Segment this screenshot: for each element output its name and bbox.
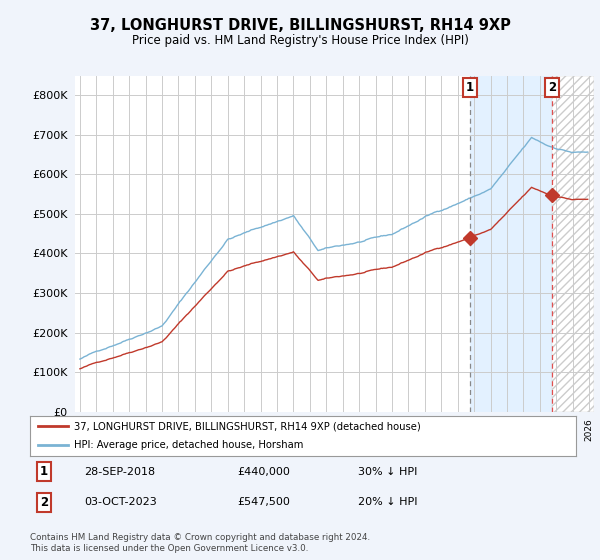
Bar [552,76,594,412]
Text: 1: 1 [40,465,48,478]
Text: £547,500: £547,500 [238,497,290,507]
Text: 37, LONGHURST DRIVE, BILLINGSHURST, RH14 9XP: 37, LONGHURST DRIVE, BILLINGSHURST, RH14… [89,18,511,32]
Text: 2: 2 [40,496,48,508]
Text: HPI: Average price, detached house, Horsham: HPI: Average price, detached house, Hors… [74,440,303,450]
Text: Contains HM Land Registry data © Crown copyright and database right 2024.
This d: Contains HM Land Registry data © Crown c… [30,534,370,553]
Bar [470,76,552,412]
Text: 30% ↓ HPI: 30% ↓ HPI [358,466,417,477]
Text: 2: 2 [548,81,556,94]
Text: Price paid vs. HM Land Registry's House Price Index (HPI): Price paid vs. HM Land Registry's House … [131,34,469,48]
Text: 1: 1 [466,81,474,94]
Text: 28-SEP-2018: 28-SEP-2018 [85,466,156,477]
Text: 20% ↓ HPI: 20% ↓ HPI [358,497,417,507]
Text: 37, LONGHURST DRIVE, BILLINGSHURST, RH14 9XP (detached house): 37, LONGHURST DRIVE, BILLINGSHURST, RH14… [74,421,421,431]
Text: £440,000: £440,000 [238,466,290,477]
Text: 03-OCT-2023: 03-OCT-2023 [85,497,157,507]
